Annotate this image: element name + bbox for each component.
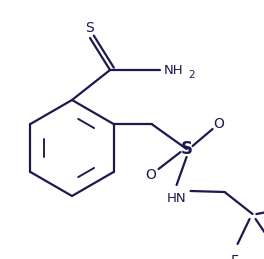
Text: HN: HN [167, 192, 186, 205]
Text: S: S [181, 140, 192, 158]
Text: F: F [230, 254, 239, 259]
Text: O: O [145, 168, 156, 182]
Text: 2: 2 [188, 70, 195, 80]
Text: S: S [85, 21, 93, 35]
Text: NH: NH [164, 63, 184, 76]
Text: O: O [213, 117, 224, 131]
